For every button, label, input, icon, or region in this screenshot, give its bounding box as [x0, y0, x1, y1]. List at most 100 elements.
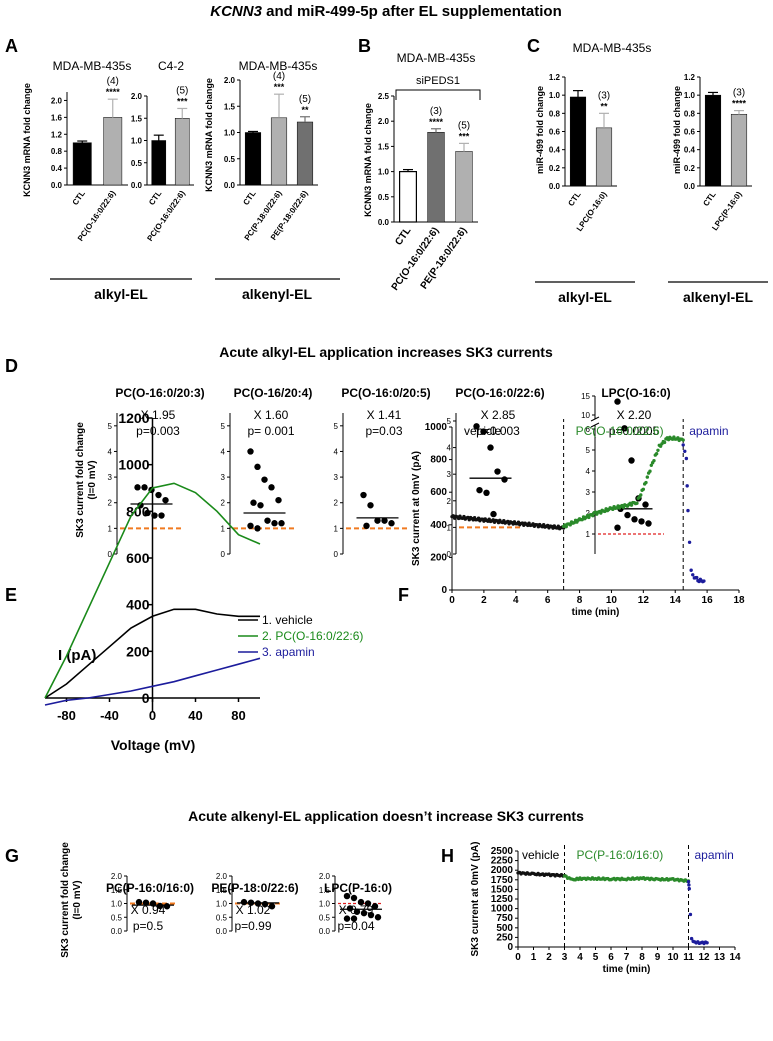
significance-marker: ** [301, 105, 309, 115]
panel-letter: C [527, 36, 540, 56]
data-point [580, 517, 584, 522]
data-point [631, 516, 638, 523]
y-tick-label: 200 [430, 552, 447, 563]
y-tick-label: 5 [447, 417, 452, 426]
bar [427, 132, 445, 223]
p-value: p=0.04 [337, 919, 374, 933]
y-axis-label: miR-499 fold change [535, 86, 545, 174]
chart-g-pc-p: PC(P-16:0/16:0)X 0.94p=0.5G SK3 current f… [5, 842, 194, 958]
y-tick-label: 0.0 [319, 927, 331, 936]
data-point [156, 902, 164, 910]
significance-marker: ** [600, 101, 608, 111]
data-point [705, 941, 709, 945]
panel-letter: E [5, 585, 17, 605]
y-tick-label: 2 [221, 499, 226, 508]
data-point [639, 493, 643, 497]
data-point [462, 514, 466, 519]
bar [296, 121, 314, 186]
y-tick-label: 2.0 [111, 872, 123, 881]
y-tick-label: 1.2 [684, 73, 696, 82]
y-tick-label: 1.5 [131, 114, 143, 123]
y-tick-label: 1750 [491, 875, 514, 886]
figure-title: KCNN3 and miR-499-5p after EL supplement… [210, 3, 561, 20]
y-tick-label: 0.8 [684, 109, 696, 118]
panel-letter: A [5, 36, 18, 56]
chart-title: PC(O-16/20:4) [234, 386, 313, 400]
data-point [240, 898, 248, 906]
n-annotation: (5) [299, 94, 311, 105]
data-point [611, 507, 615, 512]
y-tick-label: 0.5 [224, 155, 236, 164]
y-tick-label: 3 [586, 488, 591, 497]
figure-title-rest: and miR-499-5p after EL supplementation [262, 3, 562, 20]
data-point [268, 903, 276, 910]
chart-title: MDA-MB-435s [53, 59, 132, 73]
y-tick-label: 3 [221, 473, 226, 482]
y-tick-label: 1.0 [216, 900, 228, 909]
data-point [676, 436, 680, 440]
x-tick-label: 0 [149, 708, 156, 723]
y-tick-label: 1.5 [224, 102, 236, 111]
y-tick-label: 0.0 [378, 218, 390, 227]
n-annotation: (5) [458, 120, 470, 131]
x-tick-label: 4 [577, 952, 583, 963]
chart-title: MDA-MB-435s [573, 41, 652, 55]
n-annotation: (3) [733, 88, 745, 99]
y-tick-label: 1500 [491, 884, 514, 895]
alkyl-group-label-c: alkyl-EL [558, 289, 612, 305]
y-tick-label: 4 [221, 447, 226, 456]
x-tick-label: 6 [545, 595, 551, 606]
n-annotation: (3) [430, 106, 442, 117]
legend-label: 3. apamin [262, 645, 315, 659]
data-point [645, 475, 650, 479]
x-tick-label: 12 [638, 595, 650, 606]
chart-title: MDA-MB-435s [239, 59, 318, 73]
data-point [353, 908, 361, 915]
chart-title: C4-2 [158, 59, 184, 73]
data-point [591, 513, 595, 518]
fold-stat: X 2.20 [617, 408, 652, 422]
y-tick-label: 5 [586, 446, 591, 455]
data-point [162, 496, 169, 504]
data-point [343, 892, 351, 900]
y-tick-label: 1000 [118, 457, 149, 473]
significance-marker: *** [459, 131, 470, 141]
data-point [254, 463, 261, 471]
bracket [395, 89, 481, 100]
y-tick-label: 2.0 [319, 872, 331, 881]
data-point [480, 428, 487, 435]
data-point [642, 501, 649, 508]
n-annotation: (5) [176, 85, 188, 96]
data-point [685, 484, 689, 488]
chart-a-alkenyl: MDA-MB-435s KCNN3 mRNA fold change 0.0 0.5 1… [204, 59, 318, 242]
data-point [346, 905, 354, 912]
y-tick-label: 4 [334, 447, 339, 456]
y-tick-label: 0.5 [131, 159, 143, 168]
y-tick-label: 2500 [491, 846, 514, 857]
y-tick-label: 0.2 [549, 164, 561, 173]
x-tick-label: 0 [515, 952, 521, 963]
significance-marker: *** [274, 82, 285, 92]
y-tick-label: 1.5 [111, 886, 123, 895]
data-point [652, 458, 656, 463]
y-tick-label: 400 [430, 520, 447, 531]
y-tick-label: 0 [142, 690, 150, 706]
y-tick-label: 2000 [491, 865, 514, 876]
x-tick-label: 80 [231, 708, 245, 723]
p-value: p=0.5 [133, 919, 164, 933]
data-point [141, 484, 148, 491]
data-point [635, 501, 639, 505]
data-point [360, 909, 368, 917]
x-axis-label: time (min) [603, 964, 651, 975]
data-point [490, 510, 497, 518]
data-point [689, 936, 694, 941]
data-point [374, 914, 382, 921]
y-tick-label: 2 [586, 509, 591, 518]
y-tick-label: 0.5 [111, 913, 123, 922]
data-point [371, 903, 379, 910]
data-point [350, 915, 358, 922]
